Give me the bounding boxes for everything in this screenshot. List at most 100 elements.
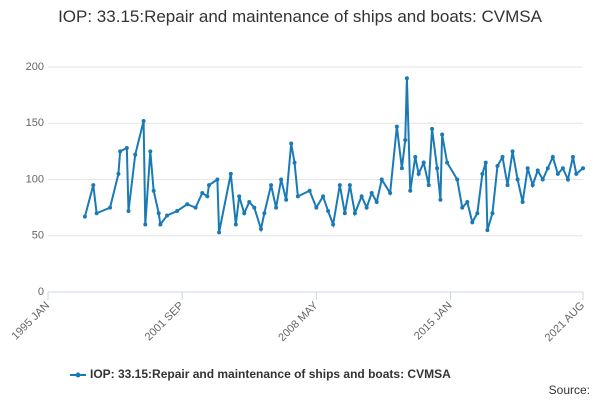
point [416, 171, 421, 176]
point [215, 177, 220, 182]
point [207, 183, 212, 188]
point [460, 205, 465, 210]
point [237, 194, 242, 199]
point [116, 171, 121, 176]
point [399, 166, 404, 171]
x-tick-label: 2001 SEP [143, 300, 187, 344]
point [570, 155, 575, 159]
legend-marker [75, 372, 81, 378]
point [475, 211, 480, 216]
x-tick-label: 2021 AUG [543, 300, 587, 344]
point [369, 191, 374, 195]
point [279, 177, 284, 182]
y-tick-label: 200 [26, 61, 44, 73]
point [550, 155, 555, 159]
point [364, 205, 369, 210]
point [379, 177, 384, 182]
point [408, 188, 413, 193]
point [292, 160, 297, 165]
point [82, 214, 87, 219]
point [485, 228, 490, 233]
point [435, 166, 440, 171]
point [455, 177, 460, 182]
point [480, 171, 485, 176]
point [156, 211, 161, 216]
point [374, 200, 379, 204]
point [445, 160, 450, 165]
point [247, 200, 252, 204]
point [205, 194, 210, 199]
y-tick-label: 0 [38, 286, 44, 298]
point [510, 149, 515, 154]
point [342, 211, 347, 216]
point [581, 166, 585, 171]
point [258, 227, 263, 231]
point [403, 138, 408, 143]
chart-title: IOP: 33.15:Repair and maintenance of shi… [58, 7, 542, 26]
point [530, 183, 535, 188]
point [321, 194, 326, 199]
point [438, 197, 443, 202]
point [133, 152, 138, 157]
point [148, 149, 153, 154]
point [331, 222, 336, 227]
point [118, 149, 123, 154]
point [426, 183, 431, 188]
point [269, 183, 274, 188]
point [185, 202, 190, 207]
source: Source: [549, 383, 590, 397]
point [505, 183, 510, 188]
point [141, 119, 146, 123]
point [520, 200, 525, 204]
point [158, 222, 163, 227]
y-tick-label: 50 [32, 230, 44, 242]
point [560, 166, 565, 171]
point [108, 205, 113, 210]
point [307, 188, 312, 193]
y-tick-label: 150 [26, 117, 44, 129]
point [295, 194, 300, 199]
point [228, 171, 233, 176]
x-tick-label: 2008 MAY [276, 299, 321, 344]
point [525, 166, 530, 171]
point [470, 220, 475, 225]
point [252, 205, 257, 210]
point [500, 155, 505, 159]
point [233, 222, 238, 227]
point [193, 205, 198, 210]
point [555, 171, 560, 176]
point [404, 76, 409, 81]
point [284, 197, 289, 202]
point [413, 155, 418, 159]
point [262, 211, 267, 216]
point [347, 183, 352, 188]
point [394, 124, 399, 129]
point [200, 191, 205, 195]
point [421, 160, 426, 165]
point [151, 188, 156, 193]
point [483, 160, 488, 165]
point [143, 222, 148, 227]
point [540, 177, 545, 182]
point [91, 183, 96, 188]
point [274, 205, 279, 210]
point [289, 141, 294, 146]
point [574, 171, 579, 176]
point [326, 209, 331, 213]
point [535, 168, 540, 173]
y-tick-label: 100 [26, 173, 44, 185]
point [94, 211, 99, 216]
point [359, 194, 364, 199]
point [545, 166, 550, 171]
point [430, 126, 435, 131]
point [337, 183, 342, 188]
point [515, 177, 520, 182]
x-tick-label: 1995 JAN [10, 300, 53, 343]
x-tick-label: 2015 JAN [412, 300, 455, 343]
point [217, 230, 222, 235]
point [126, 209, 131, 213]
point [124, 146, 129, 150]
point [175, 209, 180, 213]
